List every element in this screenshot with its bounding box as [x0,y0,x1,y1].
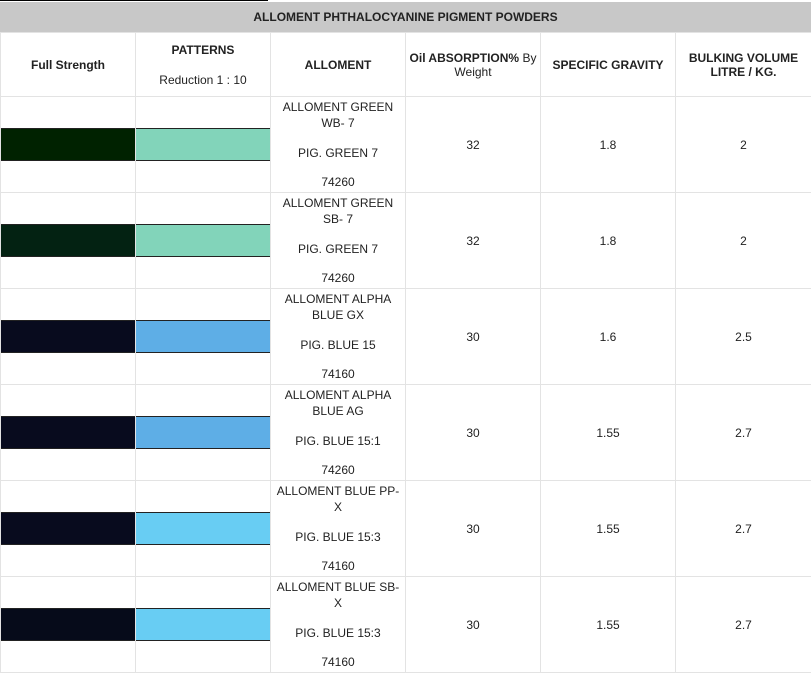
full-strength-swatch [1,608,135,641]
ci-number: 74260 [321,463,355,477]
ci-number: 74260 [321,271,355,285]
full-strength-swatch [1,416,135,449]
header-oil-bold: Oil ABSORPTION% [409,50,520,65]
pattern-cell [135,480,271,577]
header-bulking-volume: BULKING VOLUME LITRE / KG. [675,32,811,97]
pattern-cell [135,384,271,481]
pigment-table: Full Strength PATTERNS Reduction 1 : 10 … [0,32,811,673]
pigment-name: PIG. BLUE 15 [300,337,376,352]
specific-gravity-value: 1.6 [540,288,676,385]
specific-gravity-value: 1.55 [540,384,676,481]
pattern-swatch [136,512,270,545]
pattern-cell [135,96,271,193]
alloment-cell: ALLOMENT GREEN SB- 7 PIG. GREEN 7 74260 [270,192,406,289]
full-strength-cell [0,192,136,289]
full-strength-swatch [1,320,135,353]
pigment-name: PIG. BLUE 15:3 [295,625,381,640]
pattern-cell [135,288,271,385]
pattern-swatch [136,608,270,641]
bulking-volume-value: 2.7 [675,576,811,673]
ci-number: 74160 [321,367,355,381]
full-strength-cell [0,288,136,385]
table-row: ALLOMENT GREEN SB- 7 PIG. GREEN 7 74260 … [0,192,811,289]
pigment-name: PIG. BLUE 15:3 [295,529,381,544]
bulking-volume-value: 2.5 [675,288,811,385]
specific-gravity-value: 1.55 [540,576,676,673]
full-strength-swatch [1,224,135,257]
header-specific-gravity: SPECIFIC GRAVITY [540,32,676,97]
pigment-name: PIG. BLUE 15:1 [295,433,381,448]
header-patterns: PATTERNS Reduction 1 : 10 [135,32,271,97]
product-name: ALLOMENT BLUE PP-X [276,484,400,514]
bulking-volume-value: 2.7 [675,480,811,577]
header-alloment: ALLOMENT [270,32,406,97]
specific-gravity-value: 1.8 [540,96,676,193]
product-name: ALLOMENT GREEN SB- 7 [282,196,394,226]
table-row: ALLOMENT ALPHA BLUE GX PIG. BLUE 15 7416… [0,288,811,385]
header-patterns-sub: Reduction 1 : 10 [159,72,247,87]
alloment-cell: ALLOMENT BLUE PP-X PIG. BLUE 15:3 74160 [270,480,406,577]
alloment-cell: ALLOMENT ALPHA BLUE AG PIG. BLUE 15:1 74… [270,384,406,481]
alloment-cell: ALLOMENT GREEN WB- 7 PIG. GREEN 7 74260 [270,96,406,193]
table-title: ALLOMENT PHTHALOCYANINE PIGMENT POWDERS [0,2,811,32]
table-row: ALLOMENT BLUE PP-X PIG. BLUE 15:3 74160 … [0,480,811,577]
specific-gravity-value: 1.8 [540,192,676,289]
header-row: Full Strength PATTERNS Reduction 1 : 10 … [0,32,811,97]
bulking-volume-value: 2 [675,96,811,193]
oil-absorption-value: 30 [405,576,541,673]
alloment-cell: ALLOMENT BLUE SB-X PIG. BLUE 15:3 74160 [270,576,406,673]
top-rule [0,0,268,1]
pattern-swatch [136,320,270,353]
pigment-name: PIG. GREEN 7 [297,145,379,160]
pattern-swatch [136,128,270,161]
product-name: ALLOMENT ALPHA BLUE AG [284,388,392,418]
full-strength-swatch [1,128,135,161]
header-full-strength: Full Strength [0,32,136,97]
full-strength-cell [0,96,136,193]
header-patterns-label: PATTERNS [171,42,235,57]
table-row: ALLOMENT BLUE SB-X PIG. BLUE 15:3 74160 … [0,576,811,673]
specific-gravity-value: 1.55 [540,480,676,577]
header-oil-rest: By Weight [454,50,537,79]
product-name: ALLOMENT ALPHA BLUE GX [284,292,392,322]
ci-number: 74260 [321,175,355,189]
bulking-volume-value: 2.7 [675,384,811,481]
full-strength-cell [0,576,136,673]
pattern-swatch [136,224,270,257]
oil-absorption-value: 32 [405,192,541,289]
product-name: ALLOMENT GREEN WB- 7 [282,100,394,130]
bulking-volume-value: 2 [675,192,811,289]
pattern-cell [135,576,271,673]
header-oil-absorption: Oil ABSORPTION% By Weight [405,32,541,97]
ci-number: 74160 [321,559,355,573]
pattern-cell [135,192,271,289]
full-strength-swatch [1,512,135,545]
full-strength-cell [0,480,136,577]
oil-absorption-value: 30 [405,288,541,385]
oil-absorption-value: 32 [405,96,541,193]
full-strength-cell [0,384,136,481]
oil-absorption-value: 30 [405,384,541,481]
oil-absorption-value: 30 [405,480,541,577]
table-row: ALLOMENT GREEN WB- 7 PIG. GREEN 7 74260 … [0,96,811,193]
alloment-cell: ALLOMENT ALPHA BLUE GX PIG. BLUE 15 7416… [270,288,406,385]
product-name: ALLOMENT BLUE SB-X [276,580,400,610]
ci-number: 74160 [321,655,355,669]
table-row: ALLOMENT ALPHA BLUE AG PIG. BLUE 15:1 74… [0,384,811,481]
pattern-swatch [136,416,270,449]
pigment-name: PIG. GREEN 7 [297,241,379,256]
